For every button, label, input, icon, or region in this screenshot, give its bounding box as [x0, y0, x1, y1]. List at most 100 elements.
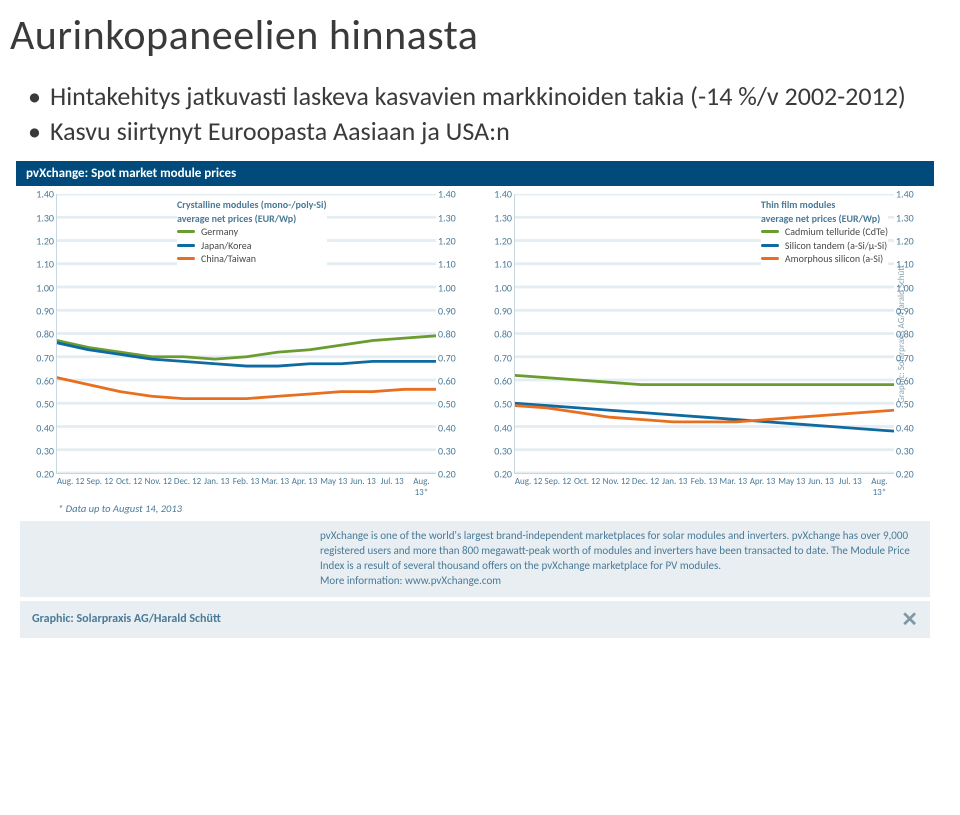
- credit-bar: Graphic: Solarpraxis AG/Harald Schütt ✕: [20, 601, 930, 638]
- footnote: * Data up to August 14, 2013: [58, 502, 934, 515]
- xtick-label: Aug. 12: [56, 476, 85, 500]
- bullet-item: Kasvu siirtynyt Euroopasta Aasiaan ja US…: [28, 114, 940, 149]
- legend-label: Germany: [201, 225, 238, 239]
- legend-row: Germany: [177, 225, 327, 239]
- ytick-label: 0.90: [20, 304, 54, 317]
- chart-panels: 1.40 1.30 1.20 1.10 1.00 0.90 0.80 0.70 0.60 0.50…: [16, 186, 934, 500]
- left-plot: Crystalline modules (mono-/poly-Si) aver…: [56, 194, 436, 474]
- figure-titlebar: pvXchange: Spot market module prices: [16, 161, 934, 186]
- ytick-label: 0.20: [478, 468, 512, 481]
- ytick-label: 1.10: [438, 258, 472, 271]
- ytick-label: 1.40: [478, 188, 512, 201]
- xtick-label: Dec. 12: [631, 476, 660, 500]
- legend-row: Amorphous silicon (a-Si): [761, 252, 888, 266]
- ytick-label: 0.70: [896, 351, 930, 364]
- legend-swatch: [761, 244, 779, 247]
- xtick-label: Jul. 13: [378, 476, 407, 500]
- right-chart-panel: 1.40 1.30 1.20 1.10 1.00 0.90 0.80 0.70 0.60 0.50…: [478, 190, 930, 500]
- ytick-label: 1.40: [896, 188, 930, 201]
- xtick-label: Jul. 13: [836, 476, 865, 500]
- legend-row: Cadmium telluride (CdTe): [761, 225, 888, 239]
- ytick-label: 0.40: [438, 421, 472, 434]
- xtick-label: Jan. 13: [660, 476, 689, 500]
- ytick-label: 1.20: [896, 234, 930, 247]
- close-icon[interactable]: ✕: [901, 607, 918, 632]
- more-info: More information: www.pvXchange.com: [320, 574, 501, 587]
- ytick-label: 1.00: [896, 281, 930, 294]
- xtick-label: Feb. 13: [689, 476, 718, 500]
- ytick-label: 1.10: [896, 258, 930, 271]
- ytick-label: 0.60: [438, 374, 472, 387]
- legend-label: Amorphous silicon (a-Si): [785, 252, 883, 266]
- xtick-label: Aug. 13*: [407, 476, 436, 500]
- ytick-label: 0.60: [896, 374, 930, 387]
- ytick-label: 0.70: [20, 351, 54, 364]
- ytick-label: 0.20: [20, 468, 54, 481]
- slide: Aurinkopaneelien hinnasta Hintakehitys j…: [0, 0, 960, 638]
- ytick-label: 1.20: [478, 234, 512, 247]
- right-yaxis: 1.401.301.201.101.000.900.800.700.600.50…: [478, 190, 512, 500]
- ytick-label: 0.50: [478, 398, 512, 411]
- ytick-label: 0.70: [438, 351, 472, 364]
- legend-label: Cadmium telluride (CdTe): [785, 225, 888, 239]
- ytick-label: 1.20: [438, 234, 472, 247]
- left-yaxis-r: 1.401.301.201.101.000.900.800.700.600.50…: [438, 190, 472, 500]
- xtick-label: Aug. 13*: [865, 476, 894, 500]
- right-legend: Thin film modules average net prices (EU…: [761, 198, 888, 266]
- legend-row: Japan/Korea: [177, 239, 327, 253]
- xtick-label: Jan. 13: [202, 476, 231, 500]
- ytick-label: 0.50: [438, 398, 472, 411]
- ytick-label: 1.30: [20, 211, 54, 224]
- ytick-label: 0.30: [20, 444, 54, 457]
- ytick-label: 1.10: [478, 258, 512, 271]
- legend-label: Silicon tandem (a-Si/µ-Si): [785, 239, 887, 253]
- legend-swatch: [177, 257, 195, 260]
- xtick-label: Apr. 13: [748, 476, 777, 500]
- ytick-label: 1.30: [438, 211, 472, 224]
- ytick-label: 0.80: [896, 328, 930, 341]
- ytick-label: 1.10: [20, 258, 54, 271]
- left-legend: Crystalline modules (mono-/poly-Si) aver…: [177, 198, 327, 266]
- ytick-label: 1.00: [20, 281, 54, 294]
- left-chart: 1.40 1.30 1.20 1.10 1.00 0.90 0.80 0.70 0.60 0.50…: [20, 190, 472, 500]
- right-yaxis-r: 1.40 1.30 1.20 1.10 1.00 0.90 0.80 0.70 0.60 0.50…: [896, 190, 930, 500]
- ytick-label: 0.80: [478, 328, 512, 341]
- xtick-label: Oct. 12: [114, 476, 143, 500]
- legend-swatch: [177, 230, 195, 233]
- right-xaxis: Aug. 12Sep. 12Oct. 12Nov. 12Dec. 12Jan. …: [514, 476, 894, 500]
- legend-label: Japan/Korea: [201, 239, 252, 253]
- ytick-label: 0.50: [896, 398, 930, 411]
- ytick-label: 0.30: [478, 444, 512, 457]
- right-plot: Thin film modules average net prices (EU…: [514, 194, 894, 474]
- ytick-label: 0.20: [438, 468, 472, 481]
- xtick-label: Sep. 12: [85, 476, 114, 500]
- legend-swatch: [177, 244, 195, 247]
- ytick-label: 0.30: [896, 444, 930, 457]
- xtick-label: Dec. 12: [173, 476, 202, 500]
- bullet-item: Hintakehitys jatkuvasti laskeva kasvavie…: [28, 79, 940, 114]
- ytick-label: 0.60: [20, 374, 54, 387]
- left-xaxis: Aug. 12Sep. 12Oct. 12Nov. 12Dec. 12Jan. …: [56, 476, 436, 500]
- legend-subheader: average net prices (EUR/Wp): [177, 212, 327, 226]
- ytick-label: 0.90: [896, 304, 930, 317]
- ytick-label: 1.40: [438, 188, 472, 201]
- legend-header: Thin film modules: [761, 198, 888, 212]
- ytick-label: 0.40: [478, 421, 512, 434]
- ytick-label: 1.20: [20, 234, 54, 247]
- xtick-label: Sep. 12: [543, 476, 572, 500]
- ytick-label: 1.40: [20, 188, 54, 201]
- legend-row: China/Taiwan: [177, 252, 327, 266]
- ytick-label: 0.80: [438, 328, 472, 341]
- desc-text: pvXchange is one of the world's largest …: [320, 529, 910, 572]
- xtick-label: Apr. 13: [290, 476, 319, 500]
- xtick-label: Jun. 13: [348, 476, 377, 500]
- ytick-label: 1.30: [896, 211, 930, 224]
- xtick-label: Mar. 13: [261, 476, 290, 500]
- price-figure: pvXchange: Spot market module prices 1.4…: [16, 161, 934, 637]
- ytick-label: 0.40: [896, 421, 930, 434]
- page-title: Aurinkopaneelien hinnasta: [10, 10, 940, 61]
- ytick-label: 1.00: [438, 281, 472, 294]
- ytick-label: 0.50: [20, 398, 54, 411]
- legend-header: Crystalline modules (mono-/poly-Si): [177, 198, 327, 212]
- legend-subheader: average net prices (EUR/Wp): [761, 212, 888, 226]
